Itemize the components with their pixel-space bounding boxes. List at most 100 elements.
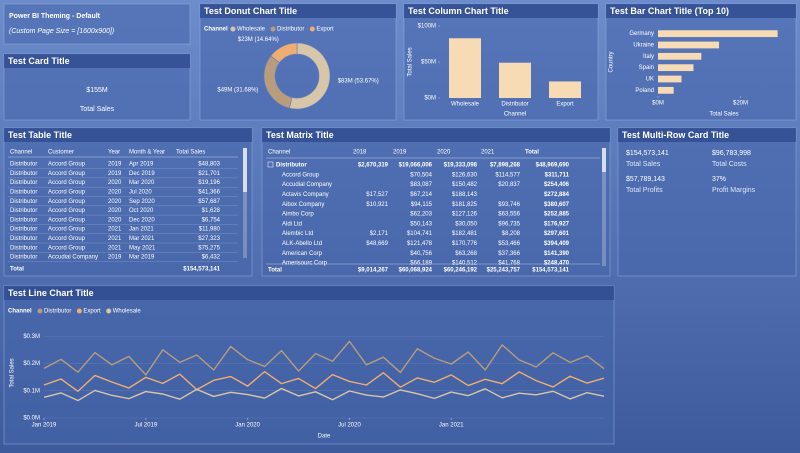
- y-tick-label: $0.2M: [23, 361, 40, 367]
- table-cell: Distributor: [10, 189, 37, 195]
- legend-marker: [309, 26, 315, 32]
- table-cell: $75,275: [198, 245, 220, 251]
- table-cell: $1,628: [202, 208, 221, 214]
- bar: [658, 41, 720, 49]
- table-cell: Sep 2020: [129, 199, 155, 205]
- matrix-cell: $394,409: [544, 241, 570, 247]
- x-axis-title: Total Sales: [709, 112, 738, 118]
- legend-label: Wholesale: [113, 309, 142, 315]
- data-label: $83M (53.67%): [338, 78, 379, 84]
- table-cell: Distributor: [10, 199, 37, 205]
- matrix-cell: $311,711: [545, 172, 570, 178]
- panel-title: Test Line Chart Title: [8, 288, 94, 298]
- matrix-cell: $19,333,098: [444, 163, 478, 169]
- bar: [658, 75, 682, 83]
- bar: [658, 52, 702, 60]
- column-header: Total: [525, 150, 539, 156]
- matrix-cell: $176,927: [544, 221, 570, 227]
- card-value: $57,789,143: [626, 176, 665, 183]
- table-cell: May 2021: [129, 245, 156, 251]
- table-cell: $6,432: [202, 255, 221, 261]
- bar: [658, 30, 778, 38]
- column-header: Customer: [48, 150, 74, 156]
- x-tick-label: Jan 2021: [439, 423, 464, 429]
- table-cell: Distributor: [10, 227, 37, 233]
- card-label: Total Sales: [626, 161, 661, 168]
- table-cell: 2020: [108, 217, 122, 223]
- table-cell: Jul 2020: [129, 189, 152, 195]
- row-header: Aldi Ltd: [282, 221, 302, 227]
- panel: [3, 285, 615, 445]
- y-tick-label: $0.3M: [23, 334, 40, 340]
- table-cell: $19,196: [198, 180, 220, 186]
- matrix-cell: $62,203: [410, 212, 432, 218]
- scrollbar: [602, 148, 606, 266]
- y-axis-title: Total Sales: [408, 47, 414, 76]
- table-cell: Apr 2019: [129, 162, 154, 168]
- series-line: [43, 340, 605, 376]
- column-header: 2019: [393, 150, 407, 156]
- legend-label: Wholesale: [237, 27, 266, 33]
- matrix-cell: $93,746: [498, 202, 520, 208]
- matrix-cell: $297,601: [544, 231, 570, 237]
- panel-title-bar: [404, 4, 598, 18]
- card-value: $155M: [86, 87, 108, 94]
- matrix-cell: $140,512: [452, 261, 478, 267]
- table-cell: 2020: [108, 189, 122, 195]
- donut-slice: [289, 42, 331, 110]
- matrix-cell: $17,527: [366, 192, 388, 198]
- y-tick-label: Poland: [635, 88, 654, 94]
- legend-title: Channel: [8, 309, 32, 315]
- card-label: Profit Margins: [712, 187, 756, 194]
- table-cell: 2020: [108, 208, 122, 214]
- x-tick-label: Distributor: [501, 102, 528, 108]
- x-tick-label: $20M: [733, 101, 748, 107]
- matrix-cell: $7,898,268: [490, 163, 521, 169]
- x-tick-label: Jul 2020: [338, 423, 361, 429]
- matrix-cell: $67,214: [410, 192, 432, 198]
- panel-title-bar: [4, 128, 252, 142]
- card-label: Total Profits: [626, 187, 663, 194]
- total-cell: Total: [268, 268, 282, 274]
- row-header: Accord Group: [282, 172, 320, 178]
- matrix-cell: $181,825: [452, 202, 478, 208]
- matrix-cell: $37,366: [498, 251, 520, 257]
- table-cell: Distributor: [10, 255, 37, 261]
- legend-label: Distributor: [44, 309, 71, 315]
- panel-title-bar: [200, 4, 396, 18]
- matrix-cell: $40,756: [410, 251, 432, 257]
- table-cell: 2021: [108, 236, 122, 242]
- data-label: $49M (31.68%): [217, 87, 258, 93]
- matrix-cell: $48,969,690: [536, 163, 570, 169]
- panel: [617, 127, 797, 277]
- row-header: Actavis Company: [282, 192, 329, 198]
- table-cell: Accord Group: [48, 162, 86, 168]
- row-header: Aibox Company: [282, 202, 324, 208]
- matrix-cell: $114,577: [495, 172, 520, 178]
- table-cell: Distributor: [10, 245, 37, 251]
- table-cell: Accord Group: [48, 236, 86, 242]
- card-value: $96,783,998: [712, 150, 751, 157]
- x-tick-label: Jan 2019: [32, 423, 57, 429]
- panel-title-bar: [618, 128, 796, 142]
- table-cell: Dec 2020: [129, 217, 155, 223]
- table-cell: Jan 2021: [129, 227, 154, 233]
- table-cell: 2019: [108, 162, 122, 168]
- matrix-cell: $48,669: [366, 241, 388, 247]
- row-header: Alembic Ltd: [282, 231, 313, 237]
- total-cell: $9,014,267: [358, 268, 389, 274]
- table-cell: $48,803: [198, 162, 220, 168]
- panel: [3, 3, 191, 45]
- row-header: ALK-Abello Ltd: [282, 241, 322, 247]
- table-cell: Mar 2021: [129, 236, 155, 242]
- legend-marker: [37, 308, 43, 314]
- table-cell: $21,701: [198, 171, 220, 177]
- bar: [449, 38, 481, 98]
- legend-marker: [76, 308, 82, 314]
- column-header: 2018: [353, 150, 367, 156]
- table-cell: Accord Group: [48, 199, 86, 205]
- matrix-cell: $10,921: [366, 202, 388, 208]
- table-cell: Accord Group: [48, 189, 86, 195]
- panel: [261, 127, 611, 277]
- table-cell: Distributor: [10, 217, 37, 223]
